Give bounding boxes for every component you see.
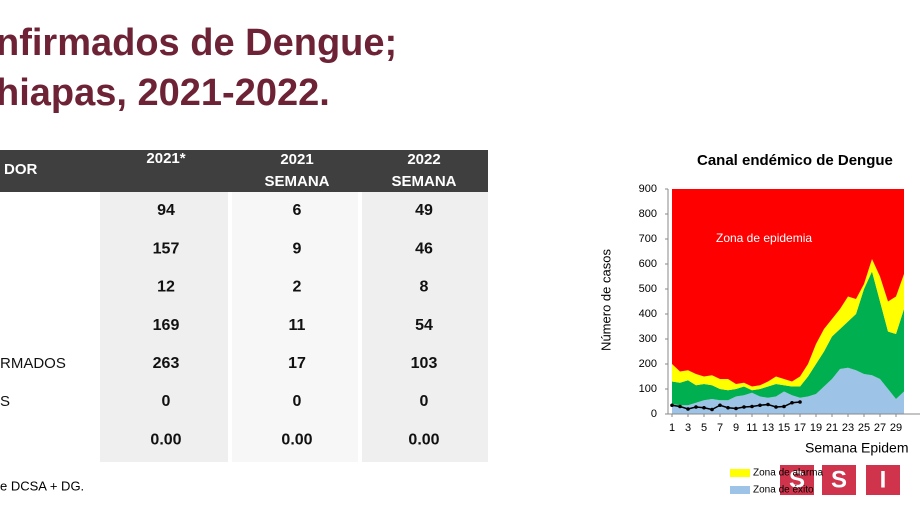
- x-tick-label: 15: [778, 422, 790, 434]
- y-tick-label: 800: [639, 208, 657, 220]
- watermark-letter: S: [831, 466, 847, 493]
- x-tick-label: 5: [701, 422, 707, 434]
- series-point: [790, 400, 794, 405]
- table-header-band: [0, 150, 488, 192]
- table-cell: 8: [420, 279, 429, 296]
- watermark-box: [822, 465, 856, 495]
- slide-title: hiapas, 2021-2022.: [0, 72, 330, 114]
- series-point: [766, 402, 770, 407]
- table-cell: 49: [415, 202, 433, 219]
- x-tick-label: 11: [746, 422, 757, 434]
- table-cell: 11: [289, 317, 306, 334]
- legend-swatch: [730, 469, 750, 477]
- x-tick-label: 23: [842, 422, 854, 434]
- table-cell: 9: [293, 240, 302, 257]
- x-tick-label: 13: [762, 422, 774, 434]
- series-point: [726, 405, 730, 410]
- series-point: [686, 407, 690, 411]
- x-tick-label: 21: [826, 422, 838, 434]
- series-point: [710, 407, 714, 412]
- footnote: e DCSA + DG.: [0, 478, 84, 493]
- watermark-letter: S: [789, 466, 805, 493]
- table-row-label: RMADOS: [0, 355, 66, 372]
- table-header: 2021*: [146, 150, 185, 167]
- watermark-letter: I: [880, 466, 887, 493]
- series-point: [742, 405, 746, 409]
- table-header: SEMANA: [391, 173, 456, 190]
- x-tick-label: 19: [810, 422, 822, 434]
- table-cell: 157: [153, 240, 180, 257]
- table-header: 2022: [407, 151, 440, 168]
- legend-label: Zona de alarma: [753, 468, 823, 479]
- legend-swatch: [730, 486, 750, 494]
- watermark-box: [780, 465, 814, 495]
- x-axis-label: Semana Epidem: [805, 440, 909, 456]
- table-cell: 263: [153, 355, 180, 372]
- area-band: [672, 259, 904, 391]
- x-tick-label: 27: [874, 422, 886, 434]
- series-point: [694, 405, 698, 409]
- y-tick-label: 100: [639, 383, 657, 395]
- x-tick-label: 7: [717, 422, 723, 434]
- table-column-bg: [232, 192, 358, 462]
- x-tick-label: 17: [794, 422, 806, 434]
- series-point: [774, 405, 778, 409]
- x-tick-label: 3: [685, 422, 691, 434]
- series-point: [670, 403, 674, 408]
- table-cell: 169: [153, 317, 180, 334]
- table-cell: 0.00: [281, 431, 312, 448]
- table-header: 2021: [280, 151, 313, 168]
- legend-label: Zona de éxito: [753, 485, 814, 496]
- table-row-label: S: [0, 393, 10, 410]
- series-point: [702, 405, 706, 410]
- series-point: [678, 404, 682, 409]
- table-cell: 17: [288, 355, 306, 372]
- table-cell: 0: [420, 393, 429, 410]
- table-cell: 103: [411, 355, 438, 372]
- table-cell: 0.00: [150, 431, 181, 448]
- series-point: [782, 404, 786, 409]
- y-tick-label: 500: [639, 283, 657, 295]
- annotation: Zona de epidemia: [716, 231, 812, 245]
- y-tick-label: 200: [639, 358, 657, 370]
- table-header: SEMANA: [264, 173, 329, 190]
- series-point: [734, 406, 738, 411]
- table-cell: 12: [157, 279, 175, 296]
- x-tick-label: 29: [890, 422, 902, 434]
- y-tick-label: 300: [639, 333, 657, 345]
- y-tick-label: 700: [639, 233, 657, 245]
- y-tick-label: 600: [639, 258, 657, 270]
- table-column-bg: [100, 192, 228, 462]
- area-band: [672, 271, 904, 406]
- table-cell: 94: [157, 202, 175, 219]
- series-point: [758, 403, 762, 408]
- table-cell: 0: [162, 393, 171, 410]
- y-tick-label: 400: [639, 308, 657, 320]
- series-point: [798, 400, 802, 404]
- table-header: DOR: [4, 161, 38, 178]
- chart-title: Canal endémico de Dengue: [697, 152, 893, 169]
- x-tick-label: 1: [669, 422, 675, 434]
- slide-title: nfirmados de Dengue;: [0, 22, 397, 64]
- area-band: [672, 189, 904, 387]
- table-cell: 0: [293, 393, 302, 410]
- area-band: [672, 367, 904, 414]
- y-axis-label: Número de casos: [598, 249, 613, 351]
- y-tick-label: 900: [639, 183, 657, 195]
- x-tick-label: 9: [733, 422, 739, 434]
- table-column-bg: [362, 192, 488, 462]
- table-cell: 6: [293, 202, 302, 219]
- series-point: [718, 403, 722, 408]
- watermark-box: [866, 465, 900, 495]
- table-cell: 2: [293, 279, 302, 296]
- series-point: [750, 404, 754, 409]
- x-tick-label: 25: [858, 422, 870, 434]
- table-cell: 0.00: [408, 431, 439, 448]
- table-cell: 46: [415, 240, 433, 257]
- table-cell: 54: [415, 317, 433, 334]
- plot-area: [670, 189, 904, 414]
- y-tick-label: 0: [651, 408, 657, 420]
